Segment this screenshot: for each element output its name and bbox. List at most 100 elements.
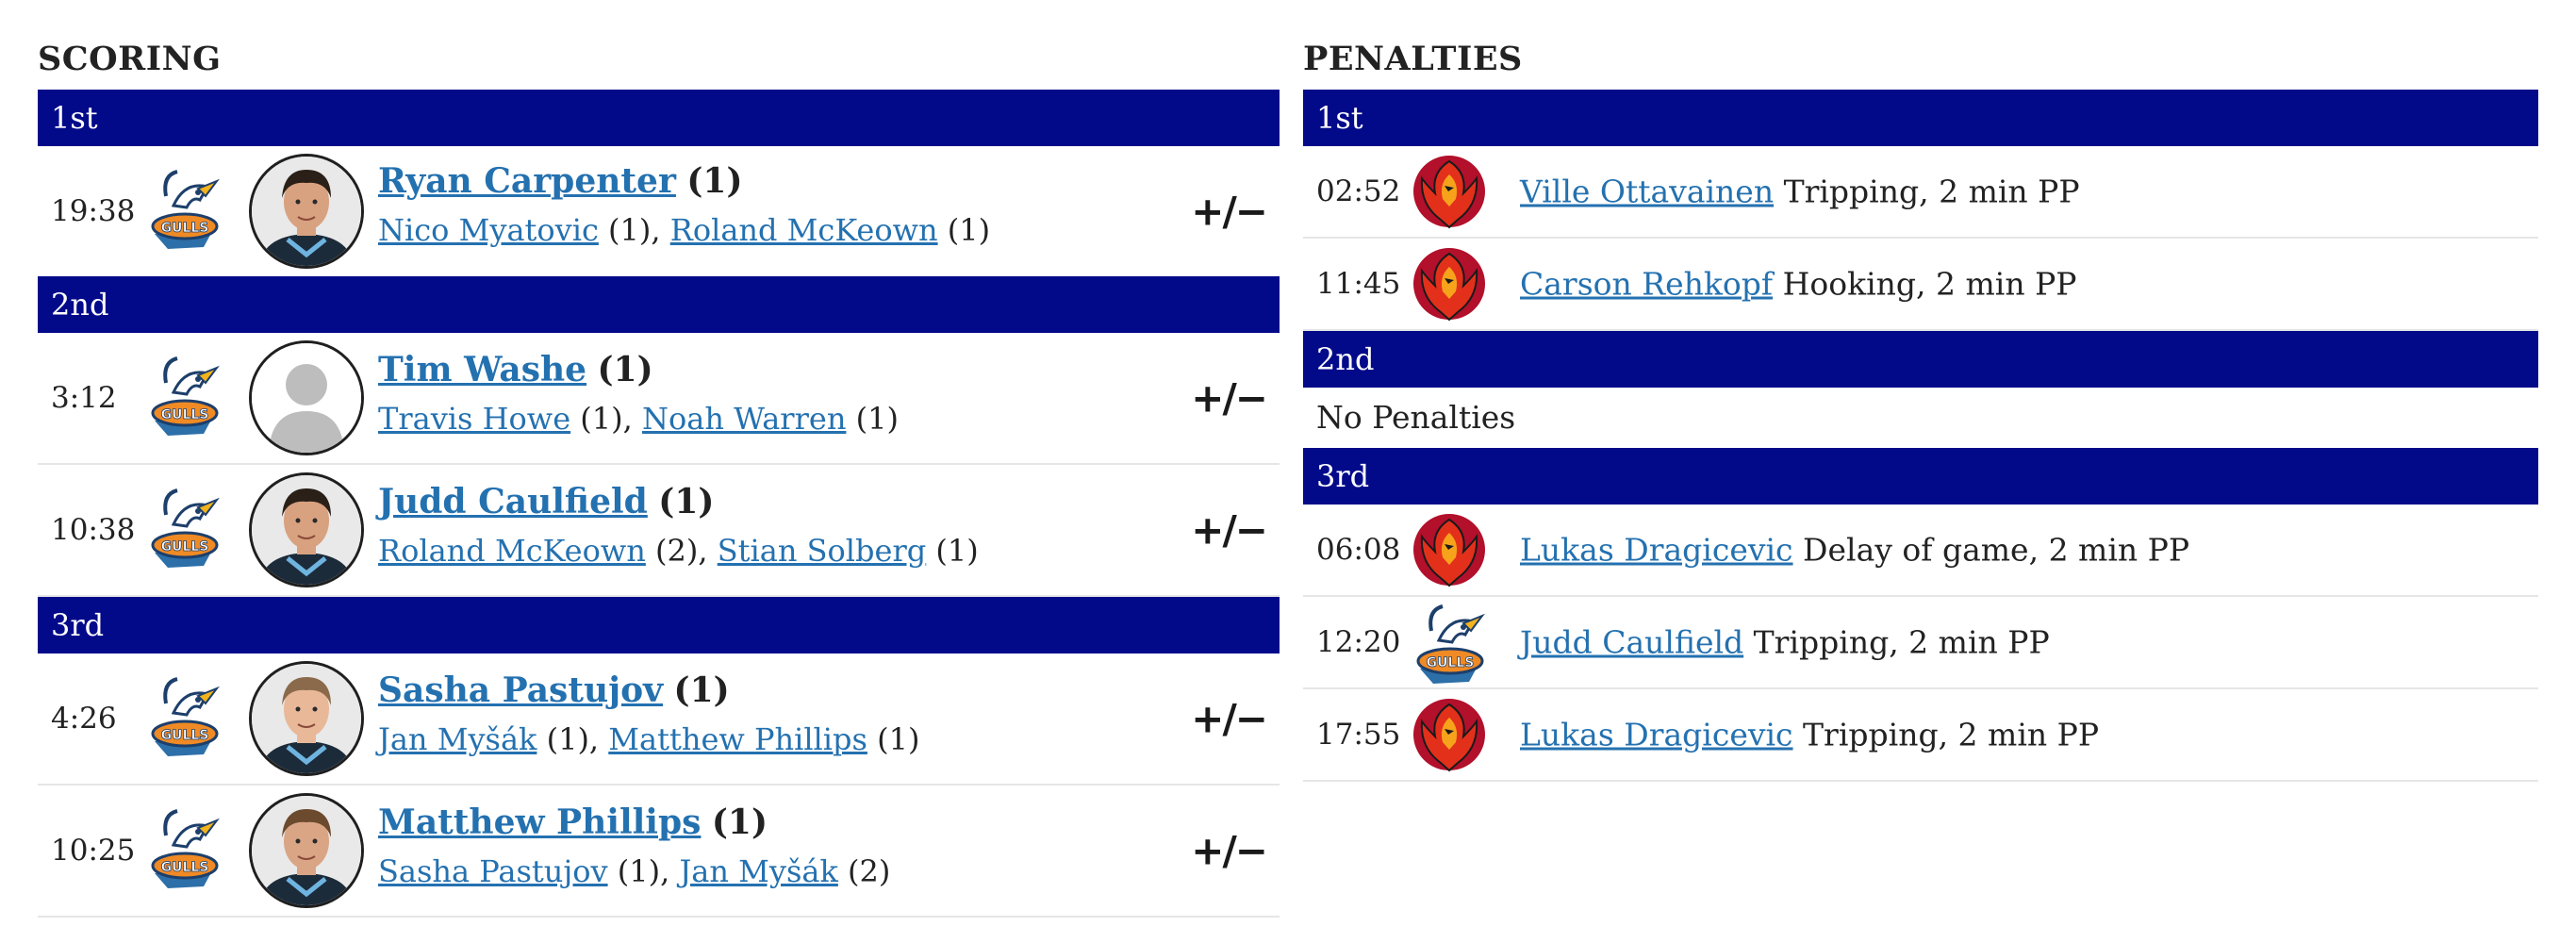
penalty-player-link[interactable]: Judd Caulfield — [1520, 623, 1744, 661]
penalty-description: Lukas Dragicevic Tripping, 2 min PP — [1520, 717, 2099, 753]
penalty-infraction: Tripping, 2 min PP — [1753, 623, 2050, 661]
scorer-goal-count: (1) — [673, 670, 730, 710]
penalty-period-header-3rd: 3rd — [1303, 448, 2538, 505]
penalty-period-header-2nd: 2nd — [1303, 331, 2538, 388]
gulls-logo-icon: GULLS — [145, 675, 224, 762]
firebirds-logo-icon — [1411, 244, 1488, 323]
penalty-description: Ville Ottavainen Tripping, 2 min PP — [1520, 174, 2080, 210]
player-avatar — [249, 154, 364, 269]
plus-minus-button[interactable]: +/− — [1191, 374, 1268, 422]
assist-link[interactable]: Nico Myatovic — [378, 212, 599, 248]
assist-count: (1), — [608, 212, 661, 248]
goal-time: 19:38 — [51, 194, 136, 228]
goal-row: 19:38 GULLS Ryan Carpenter (1) Nico Myat… — [38, 146, 1280, 276]
goal-assists: Roland McKeown (2), Stian Solberg (1) — [378, 533, 979, 569]
penalty-time: 17:55 — [1316, 718, 1401, 752]
player-avatar — [249, 472, 364, 587]
goal-row: 4:26 GULLS Sasha Pastujov (1) Jan Myšák … — [38, 653, 1280, 786]
penalty-time: 02:52 — [1316, 174, 1401, 208]
goal-row: 3:12 GULLS Tim Washe (1) Travis Howe (1)… — [38, 333, 1280, 465]
goal-row: 10:38 GULLS Judd Caulfield (1) Roland Mc… — [38, 465, 1280, 597]
assist-count: (2) — [848, 853, 891, 889]
goal-assists: Travis Howe (1), Noah Warren (1) — [378, 401, 899, 437]
player-avatar-placeholder — [249, 340, 364, 455]
player-avatar — [249, 661, 364, 776]
assist-link[interactable]: Noah Warren — [641, 401, 847, 437]
svg-text:GULLS: GULLS — [161, 860, 209, 875]
penalty-row: 12:20 GULLS Judd Caulfield Tripping, 2 m… — [1303, 597, 2538, 689]
penalty-row: 06:08 Lukas Dragicevic Delay of game, 2 … — [1303, 505, 2538, 597]
goal-time: 4:26 — [51, 702, 117, 736]
game-summary: SCORING 1st 19:38 GULLS Ryan Carpenter (… — [38, 28, 2538, 934]
assist-link[interactable]: Stian Solberg — [717, 533, 927, 569]
assist-link[interactable]: Travis Howe — [378, 401, 571, 437]
assist-count: (1) — [855, 401, 899, 437]
penalty-period-header-1st: 1st — [1303, 90, 2538, 146]
assist-link[interactable]: Jan Myšák — [679, 853, 838, 889]
scorer-link[interactable]: Sasha Pastujov — [378, 670, 664, 710]
goal-assists: Nico Myatovic (1), Roland McKeown (1) — [378, 212, 990, 248]
goal-time: 10:25 — [51, 834, 136, 868]
svg-text:GULLS: GULLS — [161, 728, 209, 743]
scorer-link[interactable]: Matthew Phillips — [378, 802, 702, 842]
scoring-title: SCORING — [38, 40, 222, 78]
gulls-logo-icon: GULLS — [1411, 603, 1488, 684]
assist-link[interactable]: Roland McKeown — [669, 212, 938, 248]
penalty-row: 11:45 Carson Rehkopf Hooking, 2 min PP — [1303, 239, 2538, 331]
player-avatar — [249, 793, 364, 908]
assist-link[interactable]: Sasha Pastujov — [378, 853, 608, 889]
penalty-time: 06:08 — [1316, 533, 1401, 567]
scoring-period-header-2nd: 2nd — [38, 276, 1280, 333]
penalty-time: 11:45 — [1316, 267, 1401, 301]
assist-link[interactable]: Roland McKeown — [378, 533, 646, 569]
goal-time: 10:38 — [51, 513, 136, 547]
penalty-infraction: Tripping, 2 min PP — [1783, 173, 2080, 210]
plus-minus-button[interactable]: +/− — [1191, 695, 1268, 742]
penalty-infraction: Delay of game, 2 min PP — [1803, 531, 2190, 569]
gulls-logo-icon: GULLS — [145, 355, 224, 441]
goal-scorer: Tim Washe (1) — [378, 350, 653, 389]
scoring-section: SCORING 1st 19:38 GULLS Ryan Carpenter (… — [38, 28, 1280, 918]
svg-text:GULLS: GULLS — [161, 221, 209, 236]
scorer-link[interactable]: Judd Caulfield — [378, 482, 648, 521]
plus-minus-button[interactable]: +/− — [1191, 506, 1268, 554]
assist-count: (1) — [935, 533, 979, 569]
scorer-goal-count: (1) — [686, 161, 743, 201]
scoring-period-header-1st: 1st — [38, 90, 1280, 146]
goal-assists: Sasha Pastujov (1), Jan Myšák (2) — [378, 853, 890, 889]
penalty-time: 12:20 — [1316, 625, 1401, 659]
assist-count: (1), — [617, 853, 670, 889]
penalty-infraction: Hooking, 2 min PP — [1782, 265, 2077, 303]
penalty-description: Judd Caulfield Tripping, 2 min PP — [1520, 624, 2050, 661]
penalty-row: 17:55 Lukas Dragicevic Tripping, 2 min P… — [1303, 689, 2538, 782]
assist-count: (1), — [580, 401, 633, 437]
scorer-link[interactable]: Tim Washe — [378, 350, 587, 389]
penalty-player-link[interactable]: Lukas Dragicevic — [1520, 531, 1793, 569]
firebirds-logo-icon — [1411, 152, 1488, 231]
scoring-period-header-3rd: 3rd — [38, 597, 1280, 653]
scorer-link[interactable]: Ryan Carpenter — [378, 161, 676, 201]
penalty-player-link[interactable]: Carson Rehkopf — [1520, 265, 1774, 303]
penalty-infraction: Tripping, 2 min PP — [1803, 716, 2100, 753]
firebirds-logo-icon — [1411, 695, 1488, 774]
penalties-section: PENALTIES 1st 02:52 Ville Ottavainen Tri… — [1303, 28, 2538, 782]
assist-count: (2), — [655, 533, 708, 569]
goal-time: 3:12 — [51, 381, 117, 415]
goal-scorer: Judd Caulfield (1) — [378, 482, 714, 521]
gulls-logo-icon: GULLS — [145, 487, 224, 573]
plus-minus-button[interactable]: +/− — [1191, 188, 1268, 235]
assist-count: (1) — [947, 212, 991, 248]
scorer-goal-count: (1) — [711, 802, 768, 842]
penalty-description: Lukas Dragicevic Delay of game, 2 min PP — [1520, 532, 2189, 569]
penalty-row: 02:52 Ville Ottavainen Tripping, 2 min P… — [1303, 146, 2538, 239]
penalty-player-link[interactable]: Lukas Dragicevic — [1520, 716, 1793, 753]
penalty-player-link[interactable]: Ville Ottavainen — [1520, 173, 1775, 210]
goal-assists: Jan Myšák (1), Matthew Phillips (1) — [378, 721, 919, 757]
penalties-title: PENALTIES — [1303, 40, 1523, 78]
assist-count: (1), — [546, 721, 600, 757]
plus-minus-button[interactable]: +/− — [1191, 827, 1268, 874]
assist-link[interactable]: Matthew Phillips — [608, 721, 867, 757]
goal-scorer: Sasha Pastujov (1) — [378, 670, 730, 710]
assist-link[interactable]: Jan Myšák — [378, 721, 537, 757]
penalty-description: Carson Rehkopf Hooking, 2 min PP — [1520, 266, 2076, 303]
